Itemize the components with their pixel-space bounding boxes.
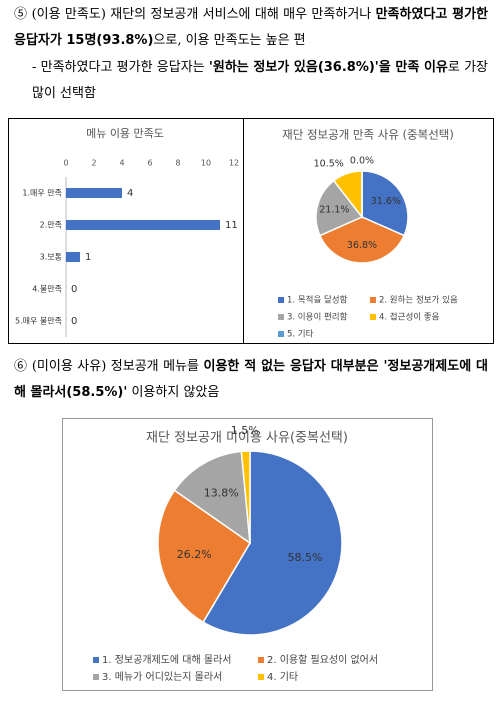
x-tick-label: 8 <box>175 159 180 168</box>
text: ⑤ (이용 만족도) 재단의 정보공개 서비스에 대해 매우 만족하거나 <box>14 7 376 22</box>
legend-swatch <box>258 657 264 663</box>
legend-swatch <box>370 314 376 320</box>
data-label: 13.8% <box>204 487 239 500</box>
y-tick-label: 5.매우 불만족 <box>15 316 62 326</box>
text: 로 가장 많이 선택함 <box>32 60 489 101</box>
data-label: 10.5% <box>314 158 344 169</box>
pie-slice <box>173 450 251 545</box>
data-label: 4 <box>127 188 133 199</box>
bold-text: '원하는 정보가 있음(36.8%)'을 만족 이유 <box>208 60 448 75</box>
bar <box>66 188 122 198</box>
legend-swatch <box>370 297 376 303</box>
legend-swatch <box>278 314 284 320</box>
x-tick-label: 10 <box>201 159 211 168</box>
data-label: 1.5% <box>231 424 259 437</box>
text: ⑥ (미이용 사유) 정보공개 메뉴를 <box>14 359 204 374</box>
bold-text: 이용한 적 없는 응답자 대부분은 '정보공개제도에 대해 몰라서(58.5%)… <box>14 359 488 400</box>
bar <box>66 220 220 230</box>
data-label: 1 <box>85 252 91 263</box>
y-tick-label: 1.매우 만족 <box>22 189 62 198</box>
data-label: 0 <box>71 316 77 327</box>
bar <box>66 252 80 262</box>
pie-slice <box>318 216 406 264</box>
legend-swatch <box>278 331 284 337</box>
chart-title: 재단 정보공개 만족 사유 (중복선택) <box>282 128 454 142</box>
x-tick-label: 4 <box>119 159 124 168</box>
legend-label: 2. 이용할 필요성이 없어서 <box>267 653 378 666</box>
chart-title: 재단 정보공개 미이용 사유(중복선택) <box>146 431 348 446</box>
paragraph: ⑤ (이용 만족도) 재단의 정보공개 서비스에 대해 매우 만족하거나 만족하… <box>14 2 488 54</box>
data-label: 26.2% <box>177 548 212 561</box>
legend-label: 2. 원하는 정보가 있음 <box>379 295 458 306</box>
x-tick-label: 12 <box>229 159 239 168</box>
x-tick-label: 0 <box>63 159 68 168</box>
text: 으로, 이용 만족도는 높은 편 <box>153 33 306 48</box>
data-label: 21.1% <box>319 204 349 215</box>
data-label: 58.5% <box>288 551 323 564</box>
paragraph: - 만족하였다고 평가한 응답자는 '원하는 정보가 있음(36.8%)'을 만… <box>32 55 488 107</box>
legend-swatch <box>258 674 264 680</box>
legend-swatch <box>93 674 99 680</box>
pie-slice <box>240 450 251 544</box>
chart-title: 메뉴 이용 만족도 <box>86 127 164 140</box>
legend-label: 5. 기타 <box>287 330 314 340</box>
legend-label: 3. 메뉴가 어디있는지 몰라서 <box>102 671 222 683</box>
data-label: 36.8% <box>347 240 377 251</box>
legend-label: 4. 접근성이 좋음 <box>379 312 440 323</box>
pie-slice <box>315 179 364 237</box>
data-label: 31.6% <box>371 196 401 207</box>
data-label: 0.0% <box>350 155 374 166</box>
legend-label: 1. 목적을 달성함 <box>287 295 348 306</box>
bold-text: 만족하였다고 평가한 응답자가 15명(93.8%) <box>14 7 488 48</box>
data-label: 0 <box>71 284 77 295</box>
pie-slice <box>361 170 409 237</box>
x-tick-label: 2 <box>91 159 96 168</box>
legend-swatch <box>93 657 99 663</box>
legend-label: 3. 이용이 편리함 <box>287 312 348 323</box>
x-tick-label: 6 <box>147 159 152 168</box>
y-tick-label: 4.불만족 <box>32 284 62 294</box>
paragraph: ⑥ (미이용 사유) 정보공개 메뉴를 이용한 적 없는 응답자 대부분은 '정… <box>14 354 488 406</box>
pie-slice <box>202 450 343 636</box>
legend-swatch <box>278 297 284 303</box>
pie-slice <box>157 489 251 624</box>
legend-label: 1. 정보공개제도에 대해 몰라서 <box>102 653 231 666</box>
text: - 만족하였다고 평가한 응답자는 <box>32 60 209 75</box>
text: 이용하지 않았음 <box>127 385 220 400</box>
y-tick-label: 2.만족 <box>40 221 62 230</box>
data-label: 11 <box>225 220 238 231</box>
chart-frame <box>8 118 244 344</box>
y-tick-label: 3.보통 <box>40 253 62 262</box>
legend-label: 4. 기타 <box>267 671 298 683</box>
